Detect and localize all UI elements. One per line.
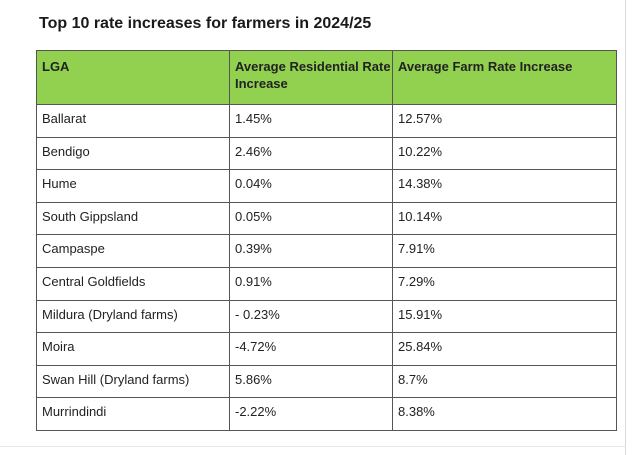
farm-rate-cell: 25.84% xyxy=(392,332,617,366)
table-row: Hume 0.04% 14.38% xyxy=(36,169,617,203)
residential-rate-cell: 0.05% xyxy=(229,201,393,236)
residential-rate-cell: 2.46% xyxy=(229,136,393,171)
lga-cell: Campaspe xyxy=(36,234,230,268)
table-row: Mildura (Dryland farms) - 0.23% 15.91% xyxy=(36,299,617,334)
residential-rate-cell: 5.86% xyxy=(229,364,393,399)
lga-cell: Mildura (Dryland farms) xyxy=(36,299,230,334)
document-frame: Top 10 rate increases for farmers in 202… xyxy=(0,0,626,455)
residential-rate-cell: 0.39% xyxy=(229,234,393,268)
farm-rate-cell: 14.38% xyxy=(392,169,617,203)
lga-cell: Moira xyxy=(36,332,230,366)
farm-rate-cell: 7.91% xyxy=(392,234,617,268)
residential-rate-cell: -2.22% xyxy=(229,397,393,431)
table-row: Swan Hill (Dryland farms) 5.86% 8.7% xyxy=(36,364,617,399)
residential-rate-cell: 1.45% xyxy=(229,104,393,138)
residential-rate-cell: -4.72% xyxy=(229,332,393,366)
lga-cell: Central Goldfields xyxy=(36,266,230,301)
table-row: Campaspe 0.39% 7.91% xyxy=(36,234,617,268)
farm-rate-cell: 15.91% xyxy=(392,299,617,334)
farm-rate-cell: 12.57% xyxy=(392,104,617,138)
farm-rate-cell: 8.38% xyxy=(392,397,617,431)
farm-rate-cell: 10.22% xyxy=(392,136,617,171)
table-row: Murrindindi -2.22% 8.38% xyxy=(36,397,617,431)
table-row: Moira -4.72% 25.84% xyxy=(36,332,617,366)
table-row: Bendigo 2.46% 10.22% xyxy=(36,136,617,171)
header-row: LGA Average Residential Rate Increase Av… xyxy=(36,50,617,105)
lga-cell: Bendigo xyxy=(36,136,230,171)
column-header-lga: LGA xyxy=(36,50,230,105)
farm-rate-cell: 7.29% xyxy=(392,266,617,301)
table-row: Ballarat 1.45% 12.57% xyxy=(36,104,617,138)
residential-rate-cell: 0.91% xyxy=(229,266,393,301)
lga-cell: Ballarat xyxy=(36,104,230,138)
farm-rate-cell: 10.14% xyxy=(392,201,617,236)
column-header-residential: Average Residential Rate Increase xyxy=(229,50,393,105)
residential-rate-cell: 0.04% xyxy=(229,169,393,203)
farm-rate-cell: 8.7% xyxy=(392,364,617,399)
residential-rate-cell: - 0.23% xyxy=(229,299,393,334)
lga-cell: Murrindindi xyxy=(36,397,230,431)
bottom-divider xyxy=(0,446,626,447)
lga-cell: Swan Hill (Dryland farms) xyxy=(36,364,230,399)
table-row: South Gippsland 0.05% 10.14% xyxy=(36,201,617,236)
lga-cell: South Gippsland xyxy=(36,201,230,236)
table-row: Central Goldfields 0.91% 7.29% xyxy=(36,266,617,301)
lga-cell: Hume xyxy=(36,169,230,203)
column-header-farm: Average Farm Rate Increase xyxy=(392,50,617,105)
table-title: Top 10 rate increases for farmers in 202… xyxy=(39,15,372,32)
rate-increase-table: LGA Average Residential Rate Increase Av… xyxy=(36,50,617,431)
